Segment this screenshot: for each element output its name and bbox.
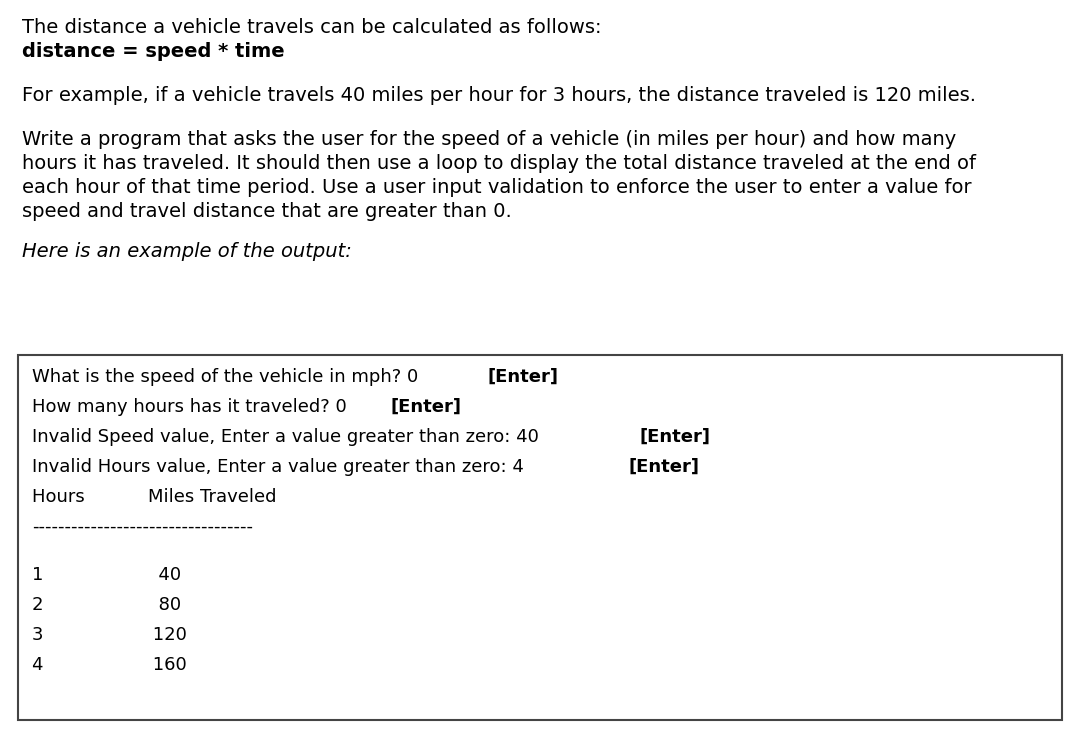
Text: ----------------------------------: ---------------------------------- xyxy=(32,518,253,536)
Text: hours it has traveled. It should then use a loop to display the total distance t: hours it has traveled. It should then us… xyxy=(22,154,976,173)
Text: [Enter]: [Enter] xyxy=(390,398,461,416)
Text: 1                    40: 1 40 xyxy=(32,566,181,584)
Text: For example, if a vehicle travels 40 miles per hour for 3 hours, the distance tr: For example, if a vehicle travels 40 mil… xyxy=(22,86,976,105)
Text: 4                   160: 4 160 xyxy=(32,656,187,674)
Text: speed and travel distance that are greater than 0.: speed and travel distance that are great… xyxy=(22,202,512,221)
Text: distance = speed * time: distance = speed * time xyxy=(22,42,285,61)
Text: Hours           Miles Traveled: Hours Miles Traveled xyxy=(32,488,276,506)
Text: Write a program that asks the user for the speed of a vehicle (in miles per hour: Write a program that asks the user for t… xyxy=(22,130,956,149)
Text: [Enter]: [Enter] xyxy=(629,458,700,476)
Text: [Enter]: [Enter] xyxy=(488,368,558,386)
Bar xyxy=(18,355,1062,720)
Text: Here is an example of the output:: Here is an example of the output: xyxy=(22,242,352,261)
Text: Invalid Hours value, Enter a value greater than zero: 4: Invalid Hours value, Enter a value great… xyxy=(32,458,524,476)
Text: 3                   120: 3 120 xyxy=(32,626,187,644)
Text: How many hours has it traveled? 0: How many hours has it traveled? 0 xyxy=(32,398,347,416)
Text: Invalid Speed value, Enter a value greater than zero: 40: Invalid Speed value, Enter a value great… xyxy=(32,428,539,446)
Text: 2                    80: 2 80 xyxy=(32,596,181,614)
Text: What is the speed of the vehicle in mph? 0: What is the speed of the vehicle in mph?… xyxy=(32,368,418,386)
Text: each hour of that time period. Use a user input validation to enforce the user t: each hour of that time period. Use a use… xyxy=(22,178,972,197)
Text: The distance a vehicle travels can be calculated as follows:: The distance a vehicle travels can be ca… xyxy=(22,18,602,37)
Text: [Enter]: [Enter] xyxy=(639,428,711,446)
